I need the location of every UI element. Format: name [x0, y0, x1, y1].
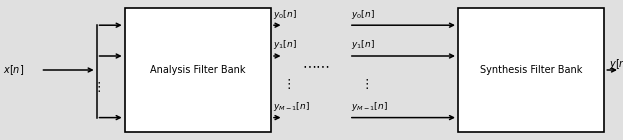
Text: $y_{M-1}[n]$: $y_{M-1}[n]$	[273, 100, 310, 113]
Text: Synthesis Filter Bank: Synthesis Filter Bank	[480, 65, 583, 75]
Text: $y_{M-1}[n]$: $y_{M-1}[n]$	[351, 100, 388, 113]
Text: $y_1[n]$: $y_1[n]$	[351, 38, 375, 51]
Text: $\vdots$: $\vdots$	[360, 77, 369, 91]
Text: $\mathit{y}[n]$: $\mathit{y}[n]$	[609, 57, 623, 71]
Text: $y_0[n]$: $y_0[n]$	[273, 8, 297, 21]
Text: $y_1[n]$: $y_1[n]$	[273, 38, 297, 51]
Text: $y_0[n]$: $y_0[n]$	[351, 8, 375, 21]
Bar	[125, 8, 271, 132]
Text: $\vdots$: $\vdots$	[282, 77, 291, 91]
Text: $\vdots$: $\vdots$	[92, 80, 101, 94]
Text: $\mathit{x}[n]$: $\mathit{x}[n]$	[3, 63, 24, 77]
Text: Analysis Filter Bank: Analysis Filter Bank	[150, 65, 245, 75]
Bar	[458, 8, 604, 132]
Text: $\cdots\cdots$: $\cdots\cdots$	[302, 58, 331, 72]
